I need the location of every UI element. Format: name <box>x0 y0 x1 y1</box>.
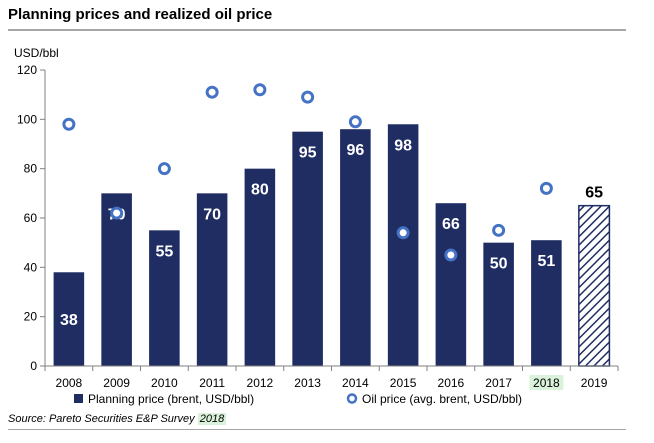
oil-price-point <box>157 162 171 176</box>
x-tick-label: 2013 <box>294 376 321 390</box>
bar <box>340 129 371 366</box>
x-tick-label: 2015 <box>390 376 417 390</box>
x-tick-label: 2019 <box>581 376 608 390</box>
bar <box>387 124 419 367</box>
oil-price-point <box>444 248 458 262</box>
bar <box>578 204 611 367</box>
dot-series <box>62 83 553 262</box>
x-tick-label: 2009 <box>103 376 130 390</box>
y-tick-label: 60 <box>24 211 38 225</box>
oil-price-point <box>62 117 76 131</box>
bar <box>435 203 467 366</box>
category-highlight <box>529 375 564 390</box>
bar-value-label: 65 <box>585 185 603 202</box>
legend-bar-label: Planning price (brent, USD/bbl) <box>88 392 254 406</box>
chart-title: Planning prices and realized oil price <box>8 6 273 23</box>
oil-price-point <box>539 181 553 195</box>
oil-price-point <box>492 223 506 237</box>
y-tick-label: 20 <box>24 310 38 324</box>
bar-value-label: 98 <box>394 137 412 154</box>
bar-value-label: 50 <box>490 256 508 273</box>
bar-value-label: 96 <box>346 142 364 159</box>
legend-dot-label: Oil price (avg. brent, USD/bbl) <box>362 392 522 406</box>
bar-value-label: 95 <box>299 145 317 162</box>
source-year-highlight: 2018 <box>197 413 227 425</box>
y-axis-label: USD/bbl <box>14 46 59 60</box>
legend-dot-swatch <box>346 393 358 404</box>
oil-price-point <box>253 83 267 97</box>
bottom-divider <box>8 429 626 430</box>
bar <box>244 168 276 366</box>
oil-price-point <box>348 115 362 129</box>
oil-price-point <box>301 90 315 104</box>
bar-value-label: 55 <box>155 243 173 260</box>
x-tick-label: 2016 <box>438 376 465 390</box>
source-text: Source: Pareto Securities E&P Survey <box>8 413 198 425</box>
oil-price-point <box>205 85 219 99</box>
title-divider <box>8 29 626 31</box>
bar <box>101 193 132 366</box>
x-tick-label: 2014 <box>342 376 369 390</box>
x-tick-label: 2018 <box>533 376 560 390</box>
bar-value-label: 51 <box>537 253 555 270</box>
x-tick-label: 2017 <box>485 376 512 390</box>
oil-price-point <box>110 206 124 220</box>
bar-value-label: 38 <box>60 312 78 329</box>
y-tick-label: 0 <box>30 359 37 373</box>
y-tick-label: 40 <box>24 260 38 274</box>
bar-value-label: 80 <box>251 182 269 199</box>
bar <box>292 131 323 366</box>
bar <box>196 193 228 366</box>
x-tick-label: 2012 <box>247 376 274 390</box>
legend: Planning price (brent, USD/bbl) Oil price… <box>74 392 522 406</box>
bar <box>149 230 180 366</box>
y-tick-label: 80 <box>24 162 38 176</box>
x-tick-label: 2010 <box>151 376 178 390</box>
bar-value-label: 66 <box>442 216 460 233</box>
bar <box>483 242 514 366</box>
bar <box>53 272 85 366</box>
source-note: Source: Pareto Securities E&P Survey 201… <box>8 413 227 425</box>
x-tick-label: 2008 <box>56 376 83 390</box>
oil-price-point <box>396 226 410 240</box>
bar <box>531 240 562 366</box>
bar-value-label: 70 <box>203 206 221 223</box>
x-tick-label: 2011 <box>199 376 225 390</box>
x-axis: 2008 2009 2010 2011 2012 2013 2014 2015 2016 2017… <box>44 365 619 390</box>
bar-series: 387055708095969866505165 <box>53 124 611 367</box>
y-tick-label: 120 <box>17 63 37 77</box>
y-axis: 0 20 40 60 80 100 120 <box>17 63 46 373</box>
legend-bar-swatch <box>74 394 83 403</box>
y-tick-label: 100 <box>17 112 37 126</box>
